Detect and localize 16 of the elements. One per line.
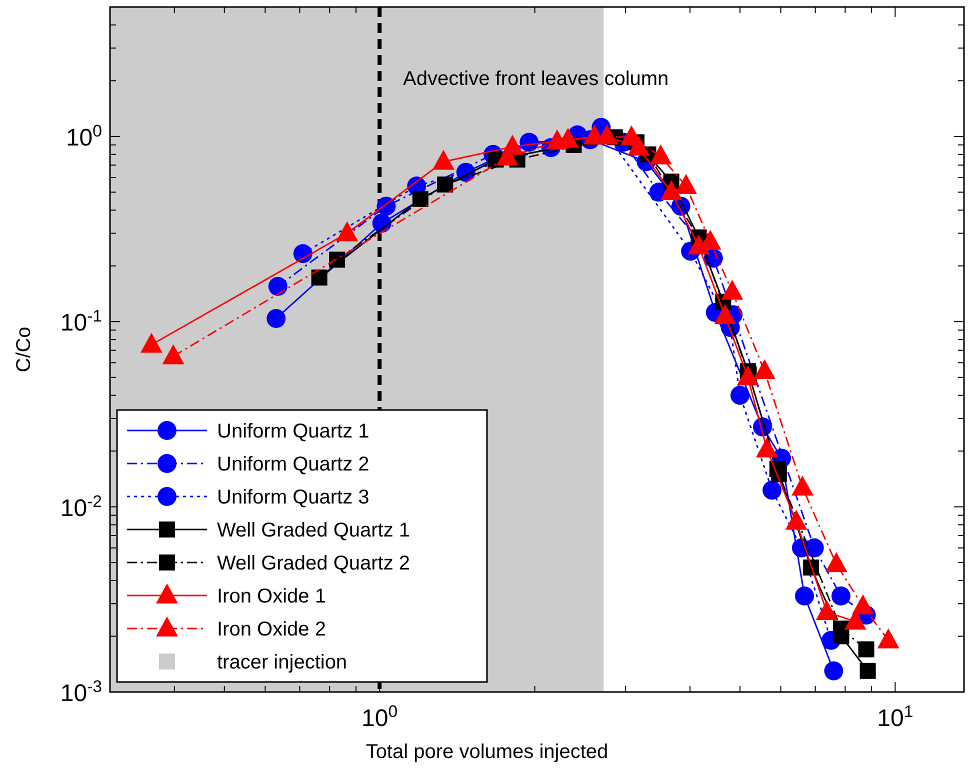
- y-axis-title: C/Co: [13, 326, 35, 372]
- band-label: tracer injection: [217, 652, 348, 674]
- y-tick-label: 10$^{-1}$: [60, 306, 102, 337]
- y-tick-label: 10$^{-3}$: [60, 676, 102, 707]
- y-tick-label: 10$^{-2}$: [60, 491, 102, 522]
- annotation: Advective front leaves column: [403, 68, 669, 90]
- x-tick-label: 10$^{1}$: [877, 702, 914, 732]
- x-axis-title: Total pore volumes injected: [366, 741, 608, 763]
- legend-label: Well Graded Quartz 2: [217, 552, 410, 574]
- y-tick-label: 10$^{0}$: [66, 120, 102, 152]
- legend-label: Uniform Quartz 1: [217, 420, 370, 442]
- legend-label: Uniform Quartz 2: [217, 454, 370, 476]
- legend-label: Uniform Quartz 3: [217, 486, 370, 508]
- legend-label: Iron Oxide 2: [217, 618, 326, 640]
- legend-label: Well Graded Quartz 1: [217, 520, 410, 542]
- legend-label: Iron Oxide 1: [217, 586, 326, 608]
